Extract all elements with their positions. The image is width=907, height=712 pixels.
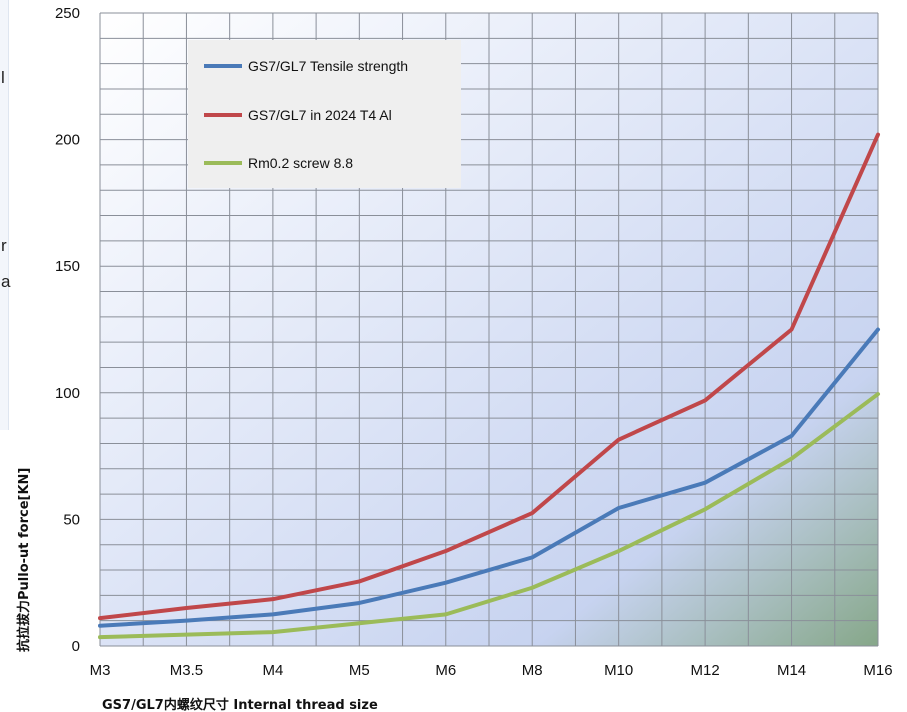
x-tick-label: M16 xyxy=(863,662,892,679)
side-text-fragment: r xyxy=(1,236,7,255)
x-tick-label: M8 xyxy=(522,662,543,679)
legend: GS7/GL7 Tensile strength GS7/GL7 in 2024… xyxy=(188,40,461,188)
x-axis-ticks: M3 M3.5 M4 M5 M6 M8 M10 M12 M14 M16 xyxy=(90,662,893,679)
series-line-1 xyxy=(98,132,880,621)
x-tick-label: M5 xyxy=(349,662,370,679)
legend-label-aluminium: GS7/GL7 in 2024 T4 Al xyxy=(248,107,392,123)
y-tick-label: 200 xyxy=(55,132,80,149)
y-tick-label: 250 xyxy=(55,5,80,22)
series-line-0 xyxy=(98,327,880,628)
y-tick-label: 0 xyxy=(72,638,80,655)
x-tick-label: M3 xyxy=(90,662,111,679)
legend-label-screw: Rm0.2 screw 8.8 xyxy=(248,155,353,171)
series-line-2 xyxy=(98,392,880,640)
x-tick-label: M3.5 xyxy=(170,662,203,679)
y-axis-ticks: 0 50 100 150 200 250 xyxy=(55,5,80,655)
x-tick-label: M4 xyxy=(262,662,283,679)
partial-side-panel: l r a xyxy=(0,0,11,430)
side-text-fragment: l xyxy=(1,68,5,87)
legend-label-tensile: GS7/GL7 Tensile strength xyxy=(248,58,408,74)
x-tick-label: M12 xyxy=(691,662,720,679)
series-lines xyxy=(98,132,880,640)
x-tick-label: M14 xyxy=(777,662,806,679)
x-tick-label: M6 xyxy=(435,662,456,679)
y-tick-label: 100 xyxy=(55,385,80,402)
side-text-fragment: a xyxy=(1,272,11,291)
y-tick-label: 150 xyxy=(55,258,80,275)
y-tick-label: 50 xyxy=(63,511,80,528)
x-tick-label: M10 xyxy=(604,662,633,679)
x-axis-label: GS7/GL7内螺纹尺寸 Internal thread size xyxy=(102,697,378,712)
y-axis-label: 抗拉拔力Pullo-ut force[KN] xyxy=(16,468,32,652)
